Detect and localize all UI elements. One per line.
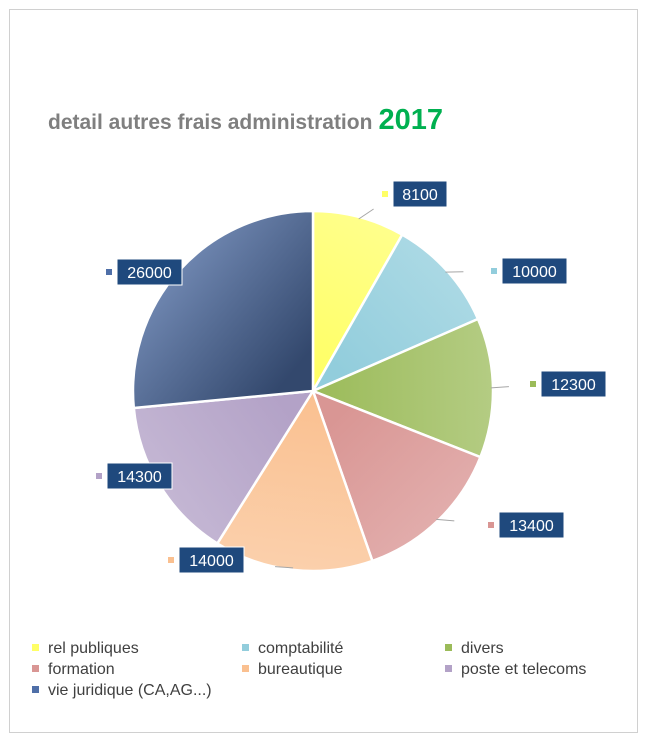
data-label-value-1: 8100 xyxy=(402,187,438,204)
legend-swatch-3 xyxy=(445,644,452,652)
data-label-box-1 xyxy=(392,180,448,208)
data-label-value-6: 14300 xyxy=(117,469,162,486)
data-label-value-7: 26000 xyxy=(127,265,172,282)
legend-label-4: formation xyxy=(48,661,115,678)
data-label-box-4 xyxy=(498,511,565,539)
data-label-6: 14300 xyxy=(96,462,173,490)
data-label-1: 8100 xyxy=(382,180,448,208)
chart-title: detail autres frais administration 2017 xyxy=(48,104,443,137)
chart-title-year: 2017 xyxy=(378,104,443,136)
pie-slice-1 xyxy=(311,209,404,396)
legend-label-6: poste et telecoms xyxy=(461,661,587,678)
legend-swatch-7 xyxy=(32,686,39,694)
legend-swatch-5 xyxy=(242,665,249,673)
data-label-swatch-5 xyxy=(168,557,174,563)
legend-item-5: bureautique xyxy=(242,661,343,679)
legend-item-1: rel publiques xyxy=(32,640,139,658)
data-label-swatch-2 xyxy=(491,268,497,274)
data-label-5: 14000 xyxy=(168,546,245,574)
data-label-4: 13400 xyxy=(488,511,565,539)
legend-item-7: vie juridique (CA,AG...) xyxy=(32,682,212,700)
pie-slice-4 xyxy=(310,388,483,563)
legend-item-6: poste et telecoms xyxy=(445,661,586,679)
legend-swatch-1 xyxy=(32,644,39,652)
data-label-value-4: 13400 xyxy=(509,518,554,535)
chart-title-text: detail autres frais administration xyxy=(48,111,373,134)
data-label-box-7 xyxy=(116,258,183,286)
pie-slice-2 xyxy=(310,232,480,394)
data-label-value-3: 12300 xyxy=(551,377,596,394)
legend-label-1: rel publiques xyxy=(48,640,139,657)
legend-swatch-2 xyxy=(242,644,249,652)
legend-label-5: bureautique xyxy=(258,661,343,678)
legend-swatch-4 xyxy=(32,665,39,673)
legend-label-2: comptabilité xyxy=(258,640,344,657)
legend-label-7: vie juridique (CA,AG...) xyxy=(48,682,212,699)
data-label-3: 12300 xyxy=(530,370,607,398)
data-label-swatch-3 xyxy=(530,381,536,387)
data-label-box-3 xyxy=(540,370,607,398)
pie-slice-7 xyxy=(131,209,315,410)
data-label-swatch-4 xyxy=(488,522,494,528)
data-label-swatch-1 xyxy=(382,191,388,197)
leader-line-1 xyxy=(358,208,374,220)
data-label-box-2 xyxy=(501,257,568,285)
data-label-2: 10000 xyxy=(491,257,568,285)
legend-item-2: comptabilité xyxy=(242,640,343,658)
leader-line-5 xyxy=(275,566,294,569)
legend-label-3: divers xyxy=(461,640,504,657)
data-label-swatch-7 xyxy=(106,269,112,275)
legend-item-3: divers xyxy=(445,640,504,658)
data-label-7: 26000 xyxy=(106,258,183,286)
leader-line-3 xyxy=(490,386,509,389)
data-label-swatch-6 xyxy=(96,473,102,479)
legend-swatch-6 xyxy=(445,665,452,673)
data-label-box-5 xyxy=(178,546,245,574)
data-label-box-6 xyxy=(106,462,173,490)
leader-line-4 xyxy=(436,518,455,522)
data-label-value-5: 14000 xyxy=(189,553,234,570)
data-label-value-2: 10000 xyxy=(512,264,557,281)
legend-item-4: formation xyxy=(32,661,115,679)
